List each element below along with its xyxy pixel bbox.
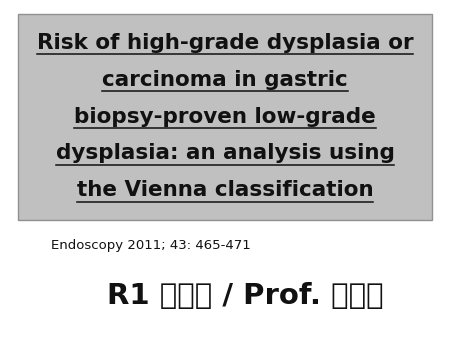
Text: Endoscopy 2011; 43: 465-471: Endoscopy 2011; 43: 465-471 (51, 239, 251, 251)
FancyBboxPatch shape (18, 14, 432, 220)
Text: Risk of high-grade dysplasia or: Risk of high-grade dysplasia or (37, 33, 413, 53)
Text: the Vienna classification: the Vienna classification (76, 180, 373, 200)
Text: carcinoma in gastric: carcinoma in gastric (102, 70, 348, 90)
Text: R1 김진숙 / Prof. 장재영: R1 김진숙 / Prof. 장재영 (107, 282, 383, 310)
Text: dysplasia: an analysis using: dysplasia: an analysis using (55, 143, 395, 164)
Text: biopsy-proven low-grade: biopsy-proven low-grade (74, 106, 376, 127)
